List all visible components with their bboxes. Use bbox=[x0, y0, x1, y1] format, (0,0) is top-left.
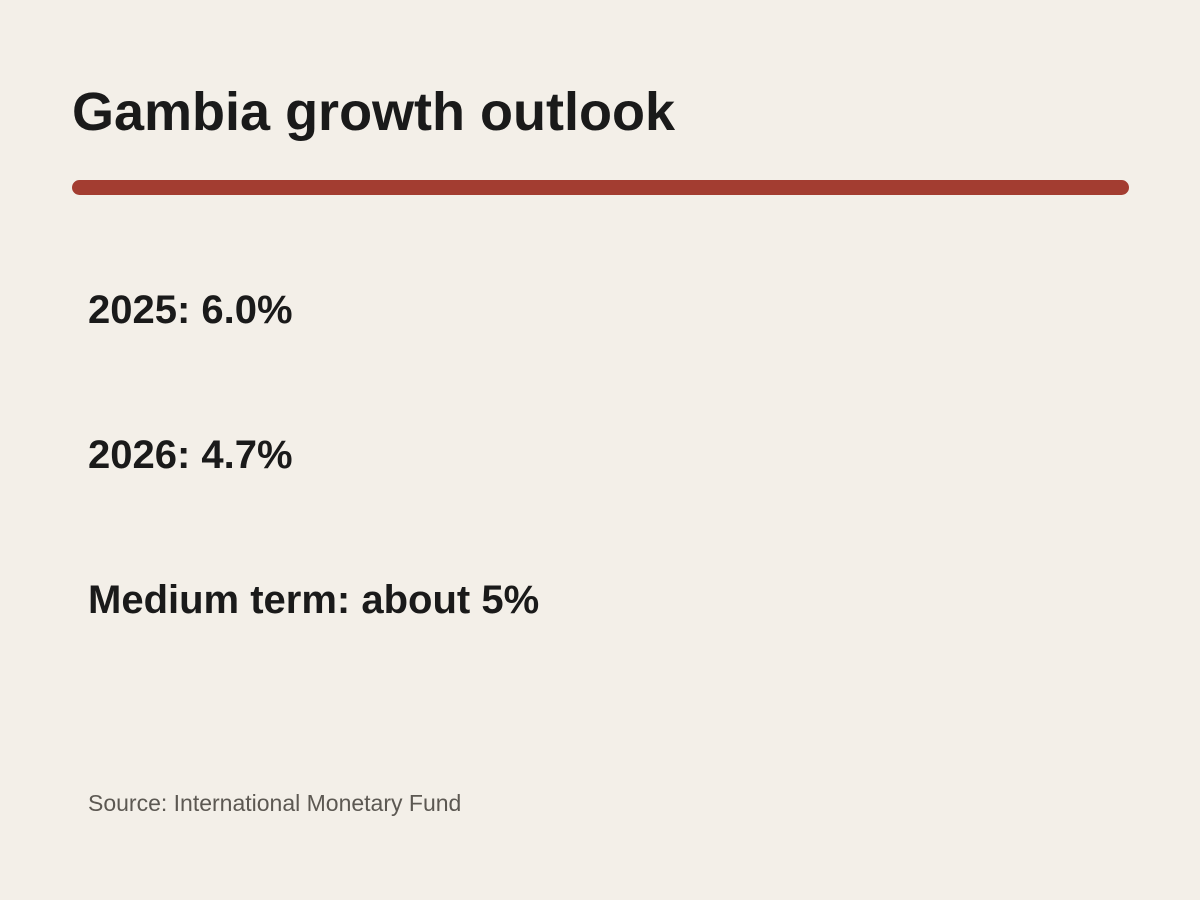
page-title: Gambia growth outlook bbox=[72, 82, 675, 142]
source-note: Source: International Monetary Fund bbox=[88, 790, 462, 816]
stat-2026: 2026: 4.7% bbox=[88, 433, 293, 477]
stat-2025: 2025: 6.0% bbox=[88, 288, 293, 332]
stat-medium-term: Medium term: about 5% bbox=[88, 578, 540, 622]
accent-divider bbox=[72, 180, 1129, 195]
